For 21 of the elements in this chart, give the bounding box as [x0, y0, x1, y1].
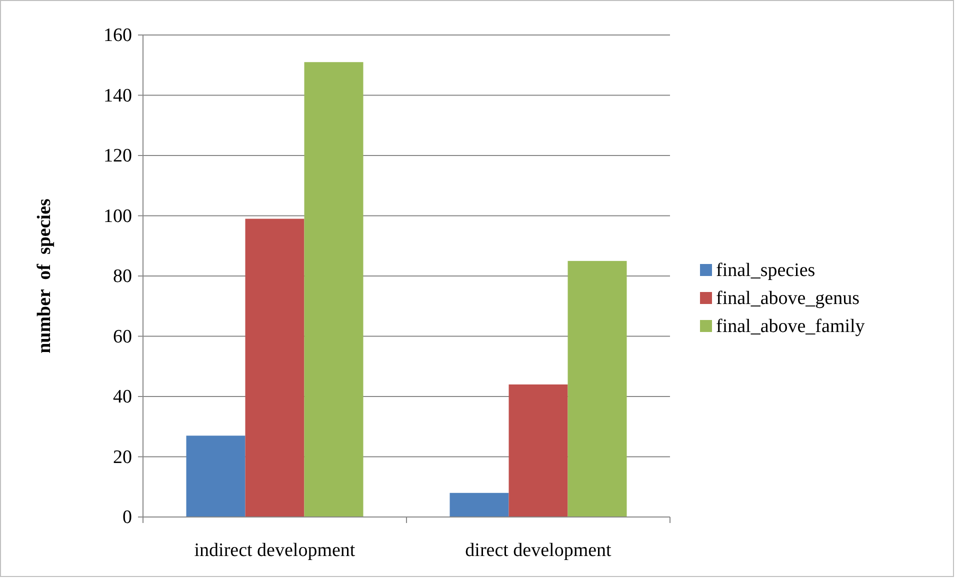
legend-label: final_above_genus	[716, 288, 860, 309]
y-tick-label: 120	[104, 146, 132, 167]
y-tick-label: 140	[104, 85, 132, 106]
y-tick-label: 100	[104, 206, 132, 227]
y-tick-label: 20	[113, 446, 132, 468]
bar	[508, 384, 568, 517]
x-tick-label: indirect development	[194, 540, 356, 561]
legend-label: final_above_family	[716, 316, 866, 337]
bar	[245, 218, 304, 517]
bar	[304, 62, 364, 517]
y-tick-label: 160	[104, 25, 132, 46]
y-tick-label: 40	[113, 386, 132, 408]
legend-label: final_species	[716, 260, 816, 281]
y-tick-label: 60	[113, 326, 132, 348]
x-tick-label: direct development	[465, 540, 612, 561]
bar	[186, 436, 246, 517]
bar	[568, 260, 627, 517]
bar	[450, 492, 509, 517]
y-axis-title: number of species	[34, 198, 55, 354]
y-tick-label: 0	[122, 507, 132, 528]
y-tick-label: 80	[113, 266, 132, 288]
